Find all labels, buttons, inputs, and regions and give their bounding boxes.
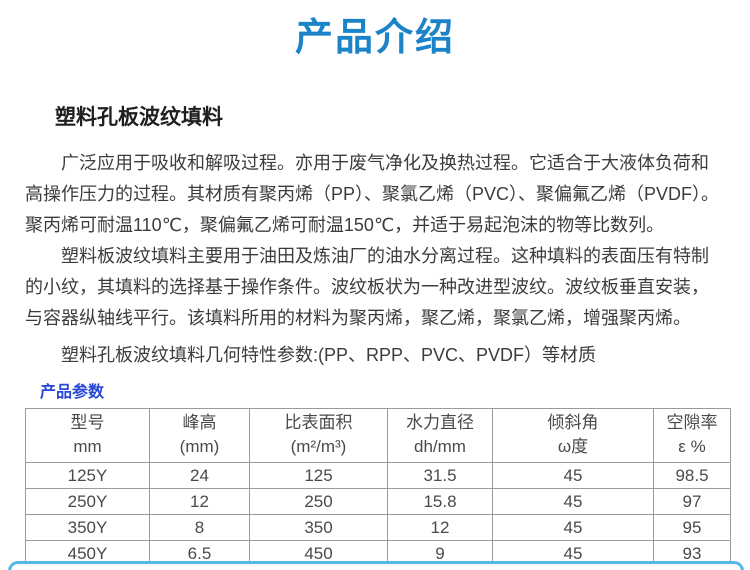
bottom-accent-divider — [8, 561, 744, 570]
product-params-label: 产品参数 — [40, 384, 105, 401]
column-header-unit: ω度 — [557, 437, 589, 456]
column-header-unit: (m²/m³) — [290, 437, 347, 456]
column-header-void-fraction: 空隙率 ε % — [653, 408, 731, 463]
column-header-label: 型号 — [70, 413, 105, 432]
table-row: 350Y 8 350 12 45 95 — [25, 514, 731, 541]
column-header-unit: (mm) — [179, 437, 220, 456]
cell-model: 250Y — [25, 488, 150, 515]
table-row: 450Y 6.5 450 9 45 93 — [25, 540, 731, 567]
cell-hydraulic-diameter: 12 — [387, 514, 493, 541]
column-header-hydraulic-diameter: 水力直径 dh/mm — [387, 408, 493, 463]
page-title: 产品介绍 — [294, 17, 455, 59]
table-header-row: 型号 mm 峰高 (mm) 比表面积 (m²/m³) 水力直径 dh/mm 倾斜… — [25, 408, 731, 463]
cell-hydraulic-diameter: 31.5 — [387, 462, 493, 489]
column-header-specific-surface-area: 比表面积 (m²/m³) — [249, 408, 388, 463]
cell-specific-surface-area: 350 — [249, 514, 388, 541]
column-header-unit: ε % — [678, 437, 706, 456]
cell-hydraulic-diameter: 15.8 — [387, 488, 493, 515]
cell-void-fraction: 95 — [653, 514, 731, 541]
cell-specific-surface-area: 250 — [249, 488, 388, 515]
column-header-label: 水力直径 — [406, 413, 474, 432]
cell-model: 125Y — [25, 462, 150, 489]
cell-inclination-angle: 45 — [492, 488, 654, 515]
table-row: 125Y 24 125 31.5 45 98.5 — [25, 462, 731, 489]
column-header-label: 比表面积 — [284, 413, 353, 432]
column-header-label: 峰高 — [182, 413, 217, 432]
column-header-peak-height: 峰高 (mm) — [149, 408, 250, 463]
cell-peak-height: 12 — [149, 488, 250, 515]
cell-void-fraction: 97 — [653, 488, 731, 515]
column-header-label: 空隙率 — [666, 413, 718, 432]
product-params-table: 型号 mm 峰高 (mm) 比表面积 (m²/m³) 水力直径 dh/mm 倾斜… — [25, 408, 731, 567]
table-row: 250Y 12 250 15.8 45 97 — [25, 488, 731, 515]
column-header-unit: dh/mm — [414, 437, 466, 456]
description-text: 广泛应用于吸收和解吸过程。亦用于废气净化及换热过程。它适合于大液体负荷和高操作压… — [25, 148, 724, 371]
column-header-model: 型号 mm — [25, 408, 150, 463]
cell-peak-height: 8 — [149, 514, 250, 541]
column-header-inclination-angle: 倾斜角 ω度 — [492, 408, 654, 463]
cell-inclination-angle: 45 — [492, 462, 654, 489]
cell-model: 350Y — [25, 514, 150, 541]
column-header-label: 倾斜角 — [547, 413, 599, 432]
paragraph-spec-materials: 塑料孔板波纹填料几何特性参数:(PP、RPP、PVC、PVDF）等材质 — [61, 345, 597, 365]
column-header-unit: mm — [73, 437, 102, 456]
cell-inclination-angle: 45 — [492, 514, 654, 541]
section-heading: 塑料孔板波纹填料 — [55, 106, 223, 129]
cell-peak-height: 24 — [149, 462, 250, 489]
cell-void-fraction: 98.5 — [653, 462, 731, 489]
paragraph-usage: 塑料板波纹填料主要用于油田及炼油厂的油水分离过程。这种填料的表面压有特制的小纹，… — [25, 246, 709, 328]
cell-specific-surface-area: 125 — [249, 462, 388, 489]
paragraph-application: 广泛应用于吸收和解吸过程。亦用于废气净化及换热过程。它适合于大液体负荷和高操作压… — [25, 153, 720, 235]
